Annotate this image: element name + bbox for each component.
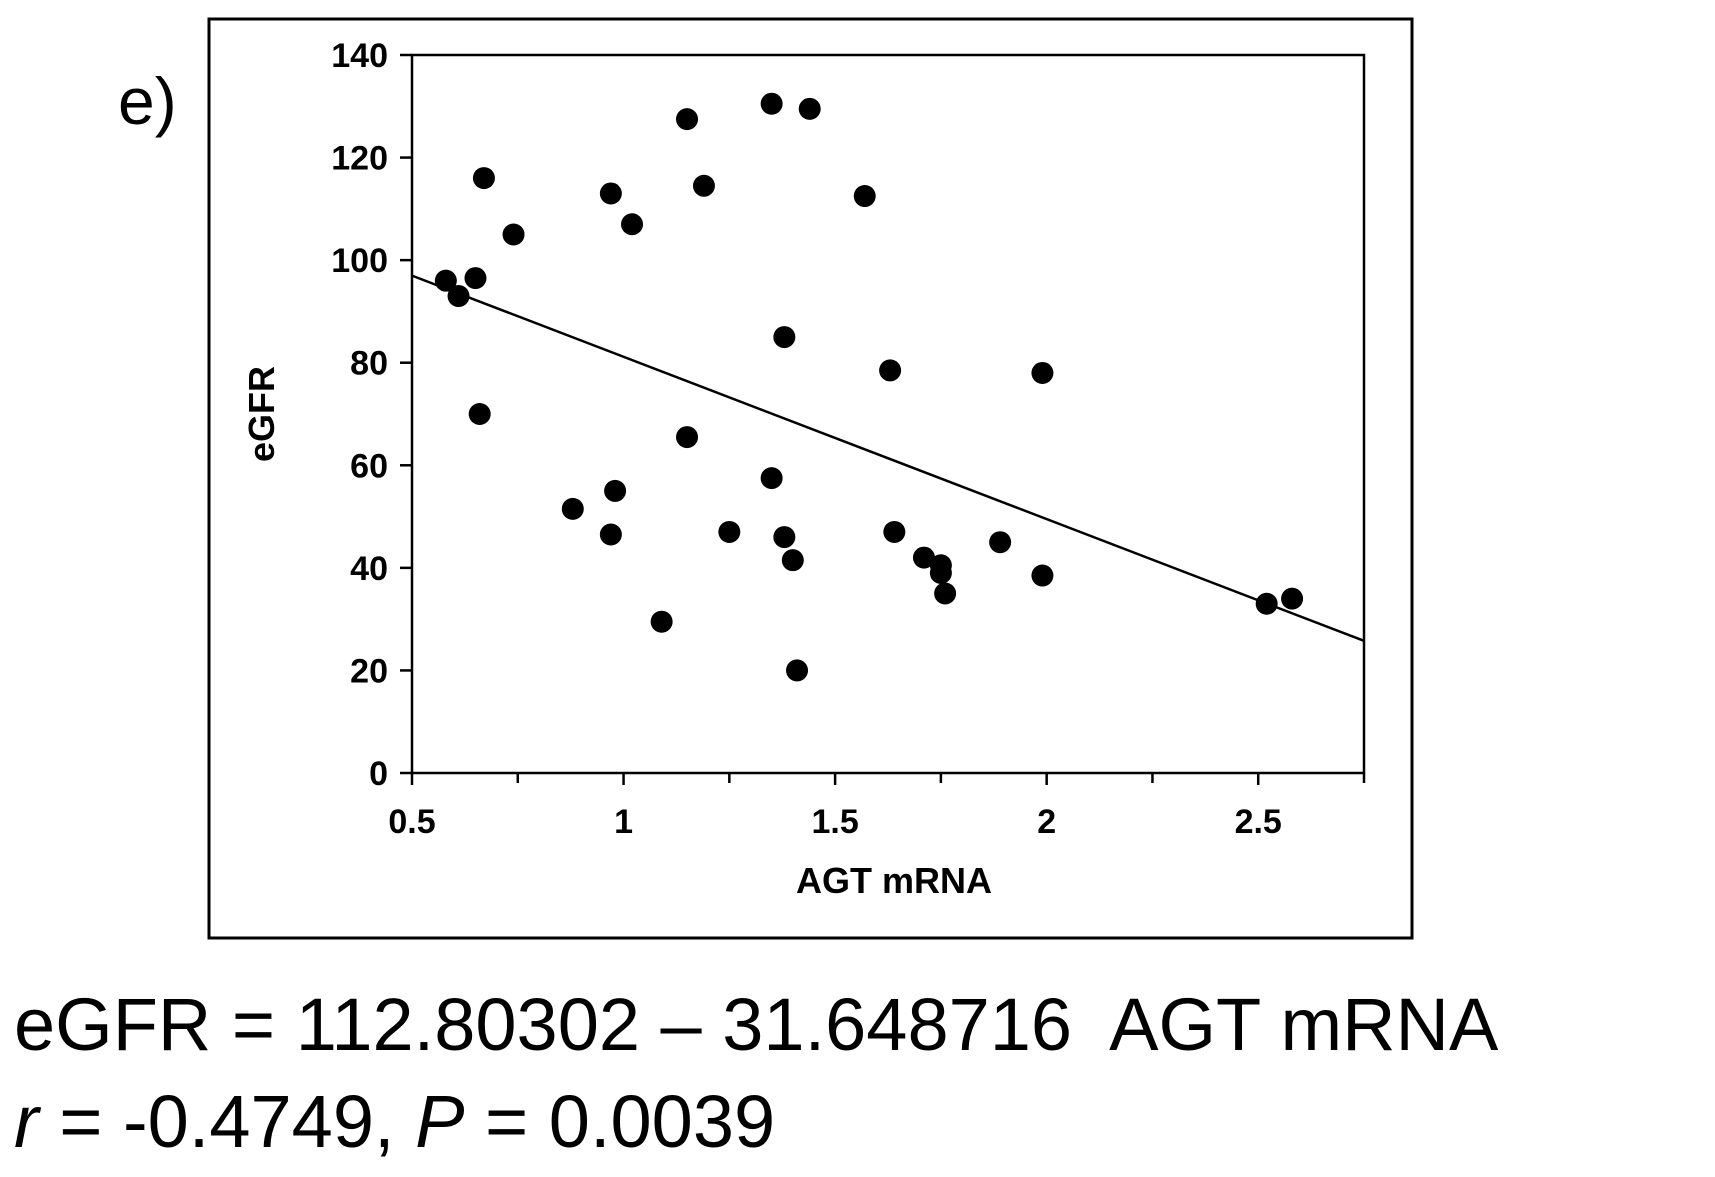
x-tick-label: 1 [614,803,633,841]
x-tick-label: 2.5 [1235,803,1282,841]
plot-border [410,53,1366,775]
data-point [883,520,906,543]
data-point [434,269,457,292]
x-tick-label: 1.5 [811,803,858,841]
data-point [676,108,699,131]
data-point [929,561,952,584]
data-point [502,223,525,246]
y-tick-label: 80 [350,345,388,383]
r-symbol: r [14,1080,39,1163]
data-point [447,285,470,308]
x-tick-label: 0.5 [388,803,435,841]
data-point [599,182,622,205]
data-point [650,610,673,633]
data-point [718,520,741,543]
y-tick-label: 0 [369,755,388,793]
data-point [464,267,487,290]
data-point [561,497,584,520]
data-point [1255,592,1278,615]
data-point [760,467,783,490]
data-point [472,167,495,190]
data-point [773,326,796,349]
y-tick-label: 140 [331,37,388,75]
data-point [773,526,796,549]
data-point [989,531,1012,554]
data-point [912,546,935,569]
data-point [468,403,491,425]
data-point [786,659,809,682]
y-tick-label: 60 [350,447,388,485]
data-point [599,523,622,546]
data-point [1031,361,1054,384]
data-point [879,359,902,382]
regression-line [411,274,1365,643]
data-point [1031,564,1054,587]
data-point [676,426,699,449]
data-point [934,582,957,605]
r-value: = -0.4749, [38,1080,416,1163]
data-point [692,174,715,197]
figure-frame [207,17,1414,940]
data-point [604,479,627,502]
plot-area: 0 20 40 60 80 100 120 140 0.5 1 1.5 2 2.5 AGT mRNA eGF… [241,37,1366,901]
p-symbol: P [415,1080,465,1163]
data-point [781,549,804,572]
y-tick-label: 20 [350,652,388,690]
data-point [798,97,821,120]
y-tick-label: 40 [350,550,388,588]
data-point [853,185,876,208]
panel-label: e) [118,64,177,138]
y-tick-label: 120 [331,140,388,178]
p-value: = 0.0039 [464,1080,776,1163]
regression-equation: eGFR = 112.80302 – 31.648716 AGT mRNA [14,983,1499,1066]
correlation-stats: r = -0.4749, P = 0.0039 [14,1085,775,1159]
x-axis-title: AGT mRNA [796,860,992,901]
data-point [1281,587,1304,610]
data-point [760,92,783,115]
data-point [621,213,644,236]
y-axis-title: eGFR [241,366,282,462]
x-tick-label: 2 [1037,803,1056,841]
y-tick-label: 100 [331,242,388,280]
